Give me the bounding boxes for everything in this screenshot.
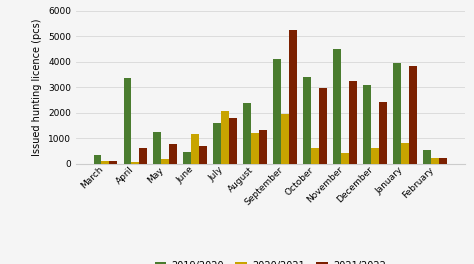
Bar (259, 130, 267, 164)
Bar (169, 144, 177, 164)
Bar (334, 49, 341, 164)
Bar (364, 85, 371, 164)
Bar (409, 67, 417, 164)
Bar (221, 111, 229, 164)
Bar (281, 114, 289, 164)
Bar (423, 150, 431, 164)
Bar (319, 88, 327, 164)
Bar (251, 133, 259, 164)
Bar (303, 77, 311, 164)
Bar (379, 102, 387, 164)
Bar (401, 143, 409, 164)
Bar (93, 155, 101, 164)
Bar (273, 59, 281, 164)
Bar (311, 148, 319, 164)
Bar (154, 132, 161, 164)
Bar (191, 134, 199, 164)
Bar (109, 161, 117, 164)
Bar (199, 146, 207, 164)
Bar (213, 123, 221, 164)
Bar (131, 162, 139, 164)
Bar (229, 118, 237, 164)
Bar (289, 30, 297, 164)
Bar (161, 159, 169, 164)
Bar (439, 158, 447, 164)
Bar (393, 63, 401, 164)
Bar (371, 148, 379, 164)
Bar (183, 152, 191, 164)
Legend: 2019/2020, 2020/2021, 2021/2022: 2019/2020, 2020/2021, 2021/2022 (151, 257, 390, 264)
Bar (431, 158, 439, 164)
Bar (124, 78, 131, 164)
Bar (349, 81, 357, 164)
Bar (244, 103, 251, 164)
Y-axis label: Issued hunting licence (pcs): Issued hunting licence (pcs) (32, 18, 43, 156)
Bar (139, 148, 147, 164)
Bar (341, 153, 349, 164)
Bar (101, 161, 109, 164)
